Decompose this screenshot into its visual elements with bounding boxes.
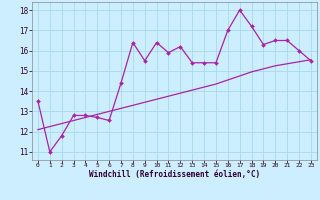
X-axis label: Windchill (Refroidissement éolien,°C): Windchill (Refroidissement éolien,°C) — [89, 170, 260, 179]
